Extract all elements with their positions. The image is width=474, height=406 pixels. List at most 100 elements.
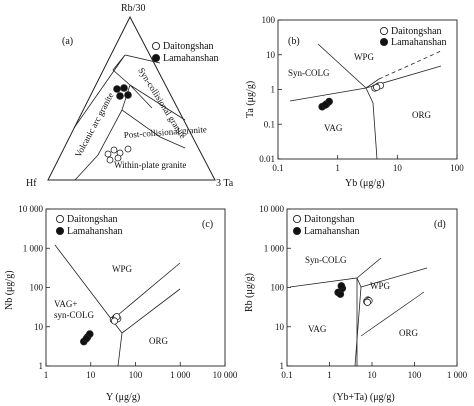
legend-label-lamahanshan: Lamahanshan <box>304 226 360 237</box>
point-lamahanshan <box>337 282 346 290</box>
panel-b: (b) WPG Syn-COLG VAG ORG Daitongshan Lam… <box>245 15 464 189</box>
panel-d-tag: (d) <box>434 219 446 230</box>
panel-c-xlabel: Y (μg/g) <box>106 392 140 403</box>
panel-b-tag: (b) <box>288 36 300 47</box>
x-tick-label: 1 <box>44 370 49 380</box>
legend-marker-lamahanshan <box>55 226 65 236</box>
panel-d-points <box>334 282 373 306</box>
legend-label-lamahanshan: Lamahanshan <box>67 226 123 237</box>
panel-b-field-org: ORG <box>412 110 432 120</box>
point-daitongshan <box>124 145 132 153</box>
panel-a-apex-right: 3 Ta <box>216 178 234 189</box>
y-tick-label: 1 <box>39 361 44 371</box>
legend-label-daitongshan: Daitongshan <box>391 26 442 37</box>
panel-b-boundaries <box>289 43 442 160</box>
panel-c-legend: Daitongshan Lamahanshan <box>55 214 123 237</box>
panel-d: (d) Syn-COLG WPG VAG ORG Daitongshan Lam… <box>244 204 468 403</box>
panel-c-boundaries <box>54 244 181 367</box>
panel-d-boundaries <box>289 257 428 367</box>
panel-a-tag: (a) <box>62 36 73 47</box>
panel-a-legend: Daitongshan Lamahanshan <box>151 41 219 64</box>
legend-marker-lamahanshan <box>151 53 161 63</box>
point-daitongshan <box>104 150 112 158</box>
y-tick-label: 10 <box>275 322 285 332</box>
field-label-post-collisional: Post-collisional granite <box>123 124 207 140</box>
panel-a-points <box>104 84 132 164</box>
panel-d-field-vag: VAG <box>308 324 327 334</box>
y-tick-label: 0.1 <box>264 119 275 129</box>
panel-b-xlabel: Yb (μg/g) <box>345 178 385 189</box>
y-tick-label: 100 <box>271 283 285 293</box>
x-tick-label: 0.1 <box>281 370 292 380</box>
panel-d-field-wpg: WPG <box>370 281 391 291</box>
legend-label-daitongshan: Daitongshan <box>163 41 214 52</box>
panel-a: (a) Rb/30 Hf 3 Ta Volcanic arc granite S… <box>26 3 234 189</box>
legend-label-daitongshan: Daitongshan <box>67 214 118 225</box>
panel-b-legend: Daitongshan Lamahanshan <box>379 26 447 48</box>
legend-marker-daitongshan <box>55 214 65 224</box>
y-tick-label: 10 000 <box>259 204 284 214</box>
panel-d-field-org: ORG <box>399 328 419 338</box>
panel-c-field-syn-colg: syn-COLG <box>54 310 94 320</box>
point-lamahanshan <box>120 84 128 92</box>
point-daitongshan <box>110 146 118 154</box>
y-tick-label: 0.01 <box>259 154 275 164</box>
y-tick-label: 1 000 <box>23 243 44 253</box>
point-daitongshan <box>114 154 122 162</box>
legend-label-lamahanshan: Lamahanshan <box>391 37 447 48</box>
y-tick-label: 100 <box>30 283 44 293</box>
point-daitongshan <box>106 156 114 164</box>
x-tick-label: 100 <box>450 163 464 173</box>
x-tick-label: 10 <box>393 163 403 173</box>
point-lamahanshan <box>82 334 91 343</box>
field-label-within-plate: Within-plate granite <box>114 160 186 170</box>
panel-c-tag: (c) <box>202 219 213 230</box>
point-daitongshan <box>110 317 119 325</box>
field-label-volcanic-arc: Volcanic arc granite <box>73 91 116 159</box>
legend-marker-daitongshan <box>292 214 302 224</box>
panel-c: (c) WPG VAG+ syn-COLG ORG Daitongshan La… <box>4 204 238 403</box>
panel-c-field-wpg: WPG <box>112 264 133 274</box>
legend-label-daitongshan: Daitongshan <box>304 214 355 225</box>
legend-marker-lamahanshan <box>292 226 302 236</box>
panel-d-legend: Daitongshan Lamahanshan <box>292 214 360 237</box>
x-tick-label: 10 <box>368 370 378 380</box>
legend-marker-daitongshan <box>379 26 389 36</box>
point-lamahanshan <box>124 91 132 99</box>
x-tick-label: 10 000 <box>213 370 238 380</box>
y-tick-label: 1 <box>280 361 285 371</box>
panel-d-field-syn-colg: Syn-COLG <box>305 255 347 265</box>
y-tick-label: 10 000 <box>18 204 43 214</box>
point-daitongshan <box>363 298 372 306</box>
y-tick-label: 100 <box>262 15 276 25</box>
x-tick-label: 10 <box>86 370 96 380</box>
ternary-field-boundaries <box>73 54 186 181</box>
point-daitongshan <box>373 83 381 91</box>
panel-d-ylabel: Rb (μg/g) <box>244 273 255 312</box>
legend-marker-daitongshan <box>151 41 161 51</box>
x-tick-label: 1 000 <box>170 370 191 380</box>
panel-c-field-org: ORG <box>149 336 169 346</box>
panel-c-axes: 1 10 100 1 000 10 000 1 10 100 1 000 10 000 <box>18 204 238 380</box>
panel-c-field-vag: VAG+ <box>54 299 77 309</box>
y-tick-label: 1 <box>271 85 276 95</box>
panel-c-ylabel: Nb (μg/g) <box>4 270 15 310</box>
y-tick-label: 1 000 <box>264 243 285 253</box>
x-tick-label: 1 <box>327 370 332 380</box>
x-tick-label: 100 <box>129 370 143 380</box>
panel-a-apex-top: Rb/30 <box>121 3 145 14</box>
x-tick-label: 1 <box>335 163 340 173</box>
panel-b-ylabel: Ta (μg/g) <box>245 81 256 118</box>
panel-b-field-syn-colg: Syn-COLG <box>288 68 330 78</box>
y-tick-label: 10 <box>266 50 276 60</box>
panel-c-points <box>80 313 122 346</box>
panel-b-field-wpg: WPG <box>354 52 375 62</box>
x-tick-label: 0.1 <box>272 163 283 173</box>
point-lamahanshan <box>113 85 121 93</box>
point-lamahanshan <box>116 92 124 100</box>
panel-b-field-vag: VAG <box>324 123 343 133</box>
x-tick-label: 100 <box>408 370 422 380</box>
